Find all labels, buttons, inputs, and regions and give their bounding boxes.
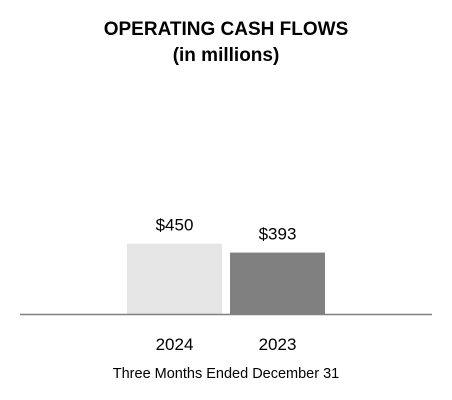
bar-2023 bbox=[230, 252, 325, 314]
value-label-2023: $393 bbox=[259, 225, 297, 244]
bars-layer bbox=[127, 243, 325, 314]
bar-2024 bbox=[127, 243, 222, 314]
chart-title: OPERATING CASH FLOWS bbox=[104, 19, 349, 40]
category-label-2024: 2024 bbox=[156, 335, 194, 354]
labels-layer: $450 2024 $393 2023 bbox=[156, 216, 297, 354]
value-label-2024: $450 bbox=[156, 216, 194, 235]
x-axis-title: Three Months Ended December 31 bbox=[113, 366, 340, 382]
chart-subtitle: (in millions) bbox=[173, 45, 280, 66]
category-label-2023: 2023 bbox=[259, 335, 297, 354]
